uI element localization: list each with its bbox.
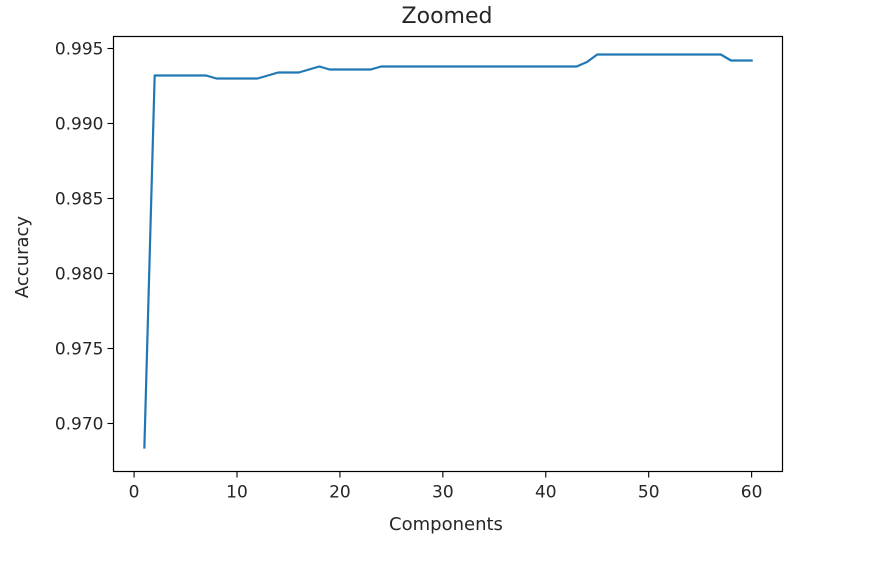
x-tick-label: 30 <box>432 483 454 503</box>
y-tick-label: 0.995 <box>55 40 104 60</box>
x-tick-label: 40 <box>535 483 557 503</box>
x-axis-label: Components <box>389 514 503 535</box>
y-axis-label: Accuracy <box>12 216 33 299</box>
x-tick-label: 0 <box>129 483 140 503</box>
series-line <box>143 53 753 449</box>
y-tick-label: 0.990 <box>55 115 104 135</box>
y-tick-label: 0.980 <box>55 265 104 285</box>
y-tick-label: 0.975 <box>55 340 104 360</box>
y-tick-label: 0.970 <box>55 415 104 435</box>
x-tick-label: 20 <box>329 483 351 503</box>
axis-ticks: 0 10 20 30 40 50 60 0.970 0.975 0.980 0.985 0.990 0.… <box>55 40 763 503</box>
x-tick-label: 50 <box>638 483 660 503</box>
y-tick-label: 0.985 <box>55 190 104 210</box>
series-layer <box>143 53 753 449</box>
plot-frame <box>112 35 784 473</box>
x-tick-label: 60 <box>741 483 763 503</box>
chart-title: Zoomed <box>402 4 493 29</box>
x-tick-label: 10 <box>226 483 248 503</box>
